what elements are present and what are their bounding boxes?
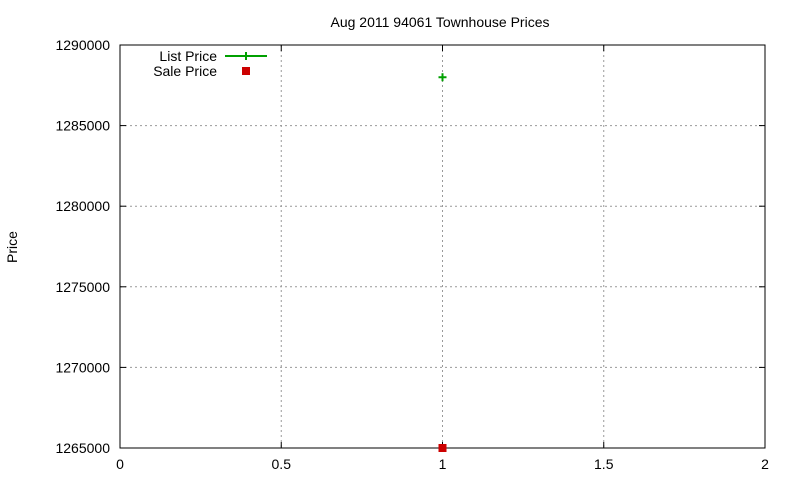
grid (120, 45, 765, 448)
x-tick-label: 1.5 (594, 456, 614, 472)
y-tick-label: 1290000 (55, 37, 110, 53)
y-tick-label: 1265000 (55, 440, 110, 456)
x-tick-label: 0 (116, 456, 124, 472)
legend-marker (242, 67, 250, 75)
x-tick-label: 2 (761, 456, 769, 472)
data-point-list-price (438, 73, 447, 82)
data-marks (438, 73, 447, 452)
chart-title: Aug 2011 94061 Townhouse Prices (331, 14, 550, 30)
x-tick-label: 0.5 (272, 456, 292, 472)
y-tick-label: 1285000 (55, 118, 110, 134)
y-tick-label: 1270000 (55, 359, 110, 375)
legend-label: List Price (159, 48, 217, 64)
legend-marker (242, 52, 250, 60)
y-axis-label: Price (4, 231, 20, 263)
ticks: 0 0.5 1 1.5 2 1265000 1270000 1275000 1280000 128… (55, 37, 769, 472)
legend-label: Sale Price (153, 63, 217, 79)
y-tick-label: 1280000 (55, 198, 110, 214)
data-point-sale-price (438, 444, 447, 452)
y-tick-label: 1275000 (55, 279, 110, 295)
x-tick-label: 1 (439, 456, 447, 472)
